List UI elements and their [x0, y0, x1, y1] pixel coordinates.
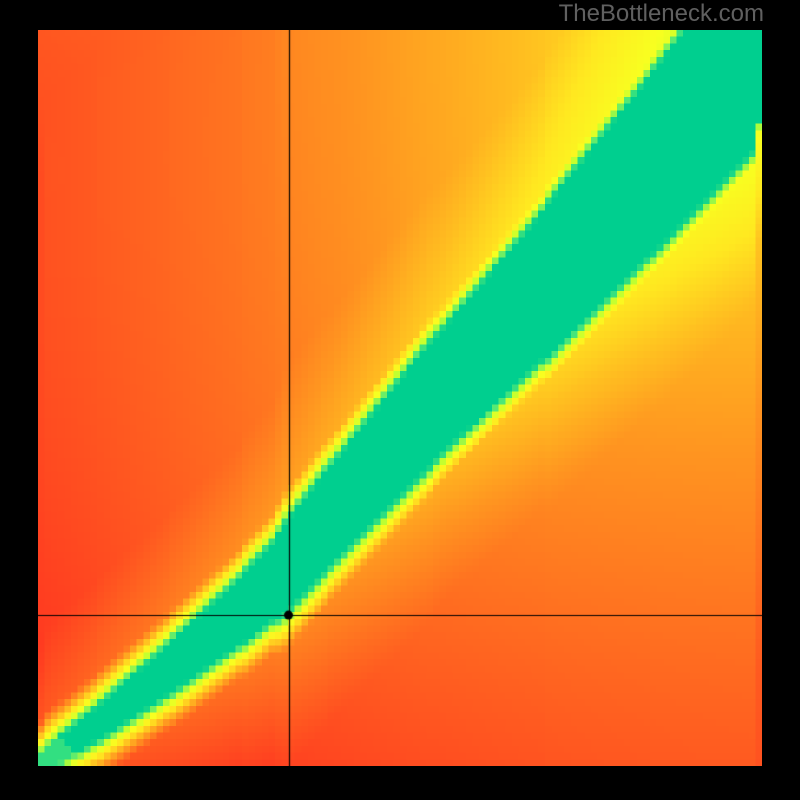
- chart-container: { "meta": { "source_watermark": "TheBott…: [0, 0, 800, 800]
- crosshair-overlay: [38, 30, 762, 766]
- source-watermark: TheBottleneck.com: [559, 0, 764, 28]
